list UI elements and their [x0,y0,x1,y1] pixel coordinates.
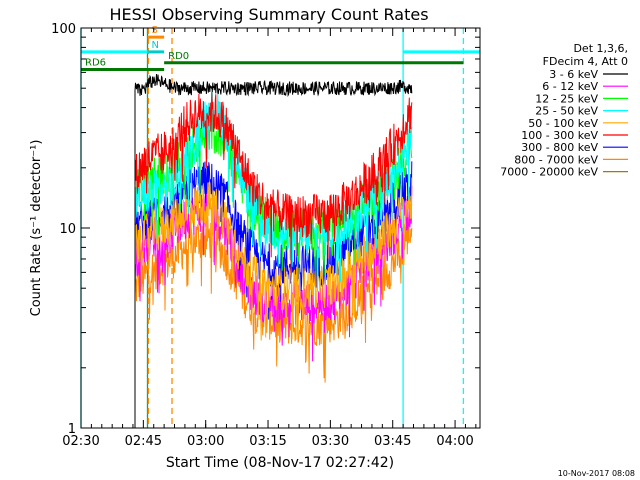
y-tick-label: 100 [51,22,76,37]
series-line-3 [134,89,413,428]
x-tick-label: 04:00 [436,434,473,449]
legend-entry-label: 50 - 100 keV [528,117,598,130]
legend-entry-label: 300 - 800 keV [521,141,598,154]
annotation-label: S [152,25,158,36]
y-tick-label: 1 [68,422,76,437]
annotation-label: N [152,40,159,51]
legend-entry-label: 25 - 50 keV [535,105,598,118]
legend-entry-label: 3 - 6 keV [549,68,598,81]
legend-entry-label: 800 - 7000 keV [514,153,598,166]
series-line-4 [134,177,413,428]
annotation-label: RD0 [168,51,189,62]
chart-title: HESSI Observing Summary Count Rates [109,5,428,24]
legend-entry-label: 12 - 25 keV [535,92,598,105]
annotation-label: RD6 [85,58,106,69]
x-tick-label: 03:45 [374,434,411,449]
legend-header: Det 1,3,6, [573,42,628,55]
y-axis-label: Count Rate (s⁻¹ detector⁻¹) [29,140,44,317]
x-tick-label: 03:15 [249,434,286,449]
y-tick-label: 10 [59,222,76,237]
series-line-5 [134,91,413,428]
footer-timestamp: 10-Nov-2017 08:08 [558,469,635,478]
series-line-7 [134,216,413,428]
x-axis: 02:30 02:45 03:00 03:15 03:30 03:45 04:00 [62,28,477,449]
series-line-0 [134,73,413,428]
legend-entry-label: 6 - 12 keV [542,80,598,93]
annotation-bars: SN RD0 RD6 [81,25,480,72]
x-tick-label: 03:30 [312,434,349,449]
x-axis-label: Start Time (08-Nov-17 02:27:42) [166,455,394,471]
x-tick-label: 02:30 [62,434,99,449]
x-tick-label: 03:00 [187,434,224,449]
legend-entry-label: 100 - 300 keV [521,129,598,142]
x-tick-label: 02:45 [125,434,162,449]
series-layer [134,73,413,428]
legend-header: FDecim 4, Att 0 [543,55,628,68]
legend-entry-label: 7000 - 20000 keV [500,166,598,179]
y-axis: 1 10 100 [51,22,480,437]
